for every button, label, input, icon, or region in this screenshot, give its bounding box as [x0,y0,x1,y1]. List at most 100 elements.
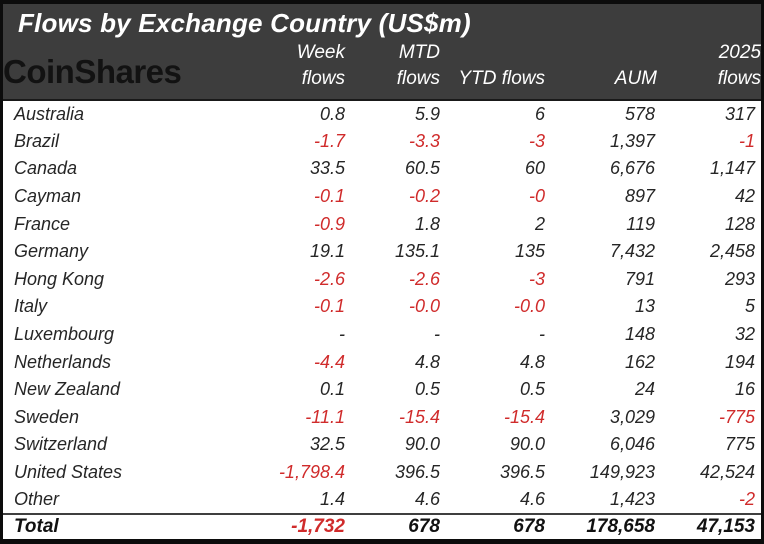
country-cell: Australia [14,103,85,124]
value-cell: 47,153 [657,512,761,539]
value-cell: 0.1 [319,379,345,400]
value-cell: 7,432 [609,241,655,262]
table-row: Cayman -0.1 -0.2 -0 897 42 [3,183,761,211]
value-cell: 4.8 [414,351,440,372]
coinshares-logo: CoinShares [3,53,182,90]
value-cell: -0.1 [313,296,345,317]
column-header-label: flows [301,68,345,89]
country-cell: Hong Kong [14,268,105,289]
country-cell: Other [14,489,60,510]
value-cell: 2 [534,213,545,234]
value-cell: 293 [724,268,755,289]
country-cell: Brazil [14,130,60,151]
value-cell: 194 [724,351,755,372]
value-cell: 1,397 [609,130,655,151]
value-cell: 4.6 [414,489,440,510]
column-header-label: MTD [398,42,440,63]
value-cell: 162 [624,351,655,372]
column-header-label: AUM [614,68,657,89]
table-footer: Total -1,732 678 678 178,658 47,153 [3,512,761,539]
value-cell: 578 [624,103,655,124]
value-cell: 678 [345,512,440,539]
value-cell: -0.0 [408,296,440,317]
value-cell: 1,147 [709,158,755,179]
table-row: France -0.9 1.8 2 119 128 [3,210,761,238]
country-cell: Luxembourg [14,324,115,345]
value-cell: -1,732 [186,512,345,539]
value-cell: 396.5 [394,462,440,483]
value-cell: 3,029 [609,406,655,427]
value-cell: 1,423 [609,489,655,510]
value-cell: 2,458 [709,241,755,262]
value-cell: 396.5 [499,462,545,483]
value-cell: -0.2 [408,186,440,207]
column-header-label: flows [396,68,440,89]
value-cell: 4.6 [519,489,545,510]
table-body: Australia 0.8 5.9 6 578 317 Brazil -1.7 -3.3 -3 1,… [3,100,761,514]
value-cell: -3.3 [408,130,440,151]
value-cell: -2.6 [408,268,440,289]
value-cell: 0.8 [319,103,345,124]
table-row: New Zealand 0.1 0.5 0.5 24 16 [3,376,761,404]
value-cell: -1,798.4 [278,462,345,483]
flows-table: Flows by Exchange Country (US$m) CoinSha… [3,4,761,539]
column-header-label: flows [717,68,761,89]
value-cell: 1.8 [414,213,440,234]
value-cell: 791 [624,268,655,289]
title-row: Flows by Exchange Country (US$m) [3,4,761,40]
value-cell: 1.4 [319,489,345,510]
value-cell: 5.9 [414,103,440,124]
value-cell: 317 [724,103,755,124]
value-cell: 24 [634,379,655,400]
value-cell: 42,524 [699,462,755,483]
column-header-label: Week [296,42,345,63]
column-header-mtd-flows: MTD flows [345,40,440,101]
column-header-row: CoinShares Week flows MTD flows YTD flow… [3,40,761,101]
value-cell: -1.7 [313,130,345,151]
value-cell: -0 [528,186,545,207]
column-header-aum: AUM [545,40,657,101]
value-cell: 90.0 [509,434,545,455]
value-cell: 32.5 [309,434,345,455]
value-cell: 897 [624,186,655,207]
value-cell: - [434,324,440,345]
value-cell: -3 [528,268,545,289]
value-cell: 13 [634,296,655,317]
value-cell: -2.6 [313,268,345,289]
value-cell: 60.5 [404,158,440,179]
country-cell: Canada [14,158,78,179]
value-cell: - [339,324,345,345]
value-cell: -0.1 [313,186,345,207]
value-cell: -15.4 [398,406,440,427]
country-cell: Sweden [14,406,80,427]
table-row: Canada 33.5 60.5 60 6,676 1,147 [3,155,761,183]
value-cell: 19.1 [309,241,345,262]
value-cell: 0.5 [414,379,440,400]
value-cell: 135.1 [394,241,440,262]
value-cell: 135 [514,241,545,262]
value-cell: 149,923 [589,462,655,483]
figure-title: Flows by Exchange Country (US$m) [3,4,761,40]
value-cell: -2 [738,489,755,510]
table-row: Other 1.4 4.6 4.6 1,423 -2 [3,486,761,514]
value-cell: 119 [626,213,655,234]
table-row: Netherlands -4.4 4.8 4.8 162 194 [3,348,761,376]
value-cell: 33.5 [309,158,345,179]
logo-cell: CoinShares [3,40,186,101]
column-header-label: YTD flows [458,68,545,89]
table-row: Australia 0.8 5.9 6 578 317 [3,100,761,128]
country-cell: Cayman [14,186,82,207]
value-cell: 6 [534,103,545,124]
value-cell: -4.4 [313,351,345,372]
column-header-label: 2025 [718,42,761,63]
value-cell: 178,658 [545,512,657,539]
value-cell: -1 [738,130,755,151]
table-row: Sweden -11.1 -15.4 -15.4 3,029 -775 [3,404,761,432]
value-cell: 6,046 [609,434,655,455]
country-cell: Italy [14,296,48,317]
table-row: Italy -0.1 -0.0 -0.0 13 5 [3,293,761,321]
value-cell: -0.0 [513,296,545,317]
table-row: Germany 19.1 135.1 135 7,432 2,458 [3,238,761,266]
value-cell: -775 [718,406,755,427]
